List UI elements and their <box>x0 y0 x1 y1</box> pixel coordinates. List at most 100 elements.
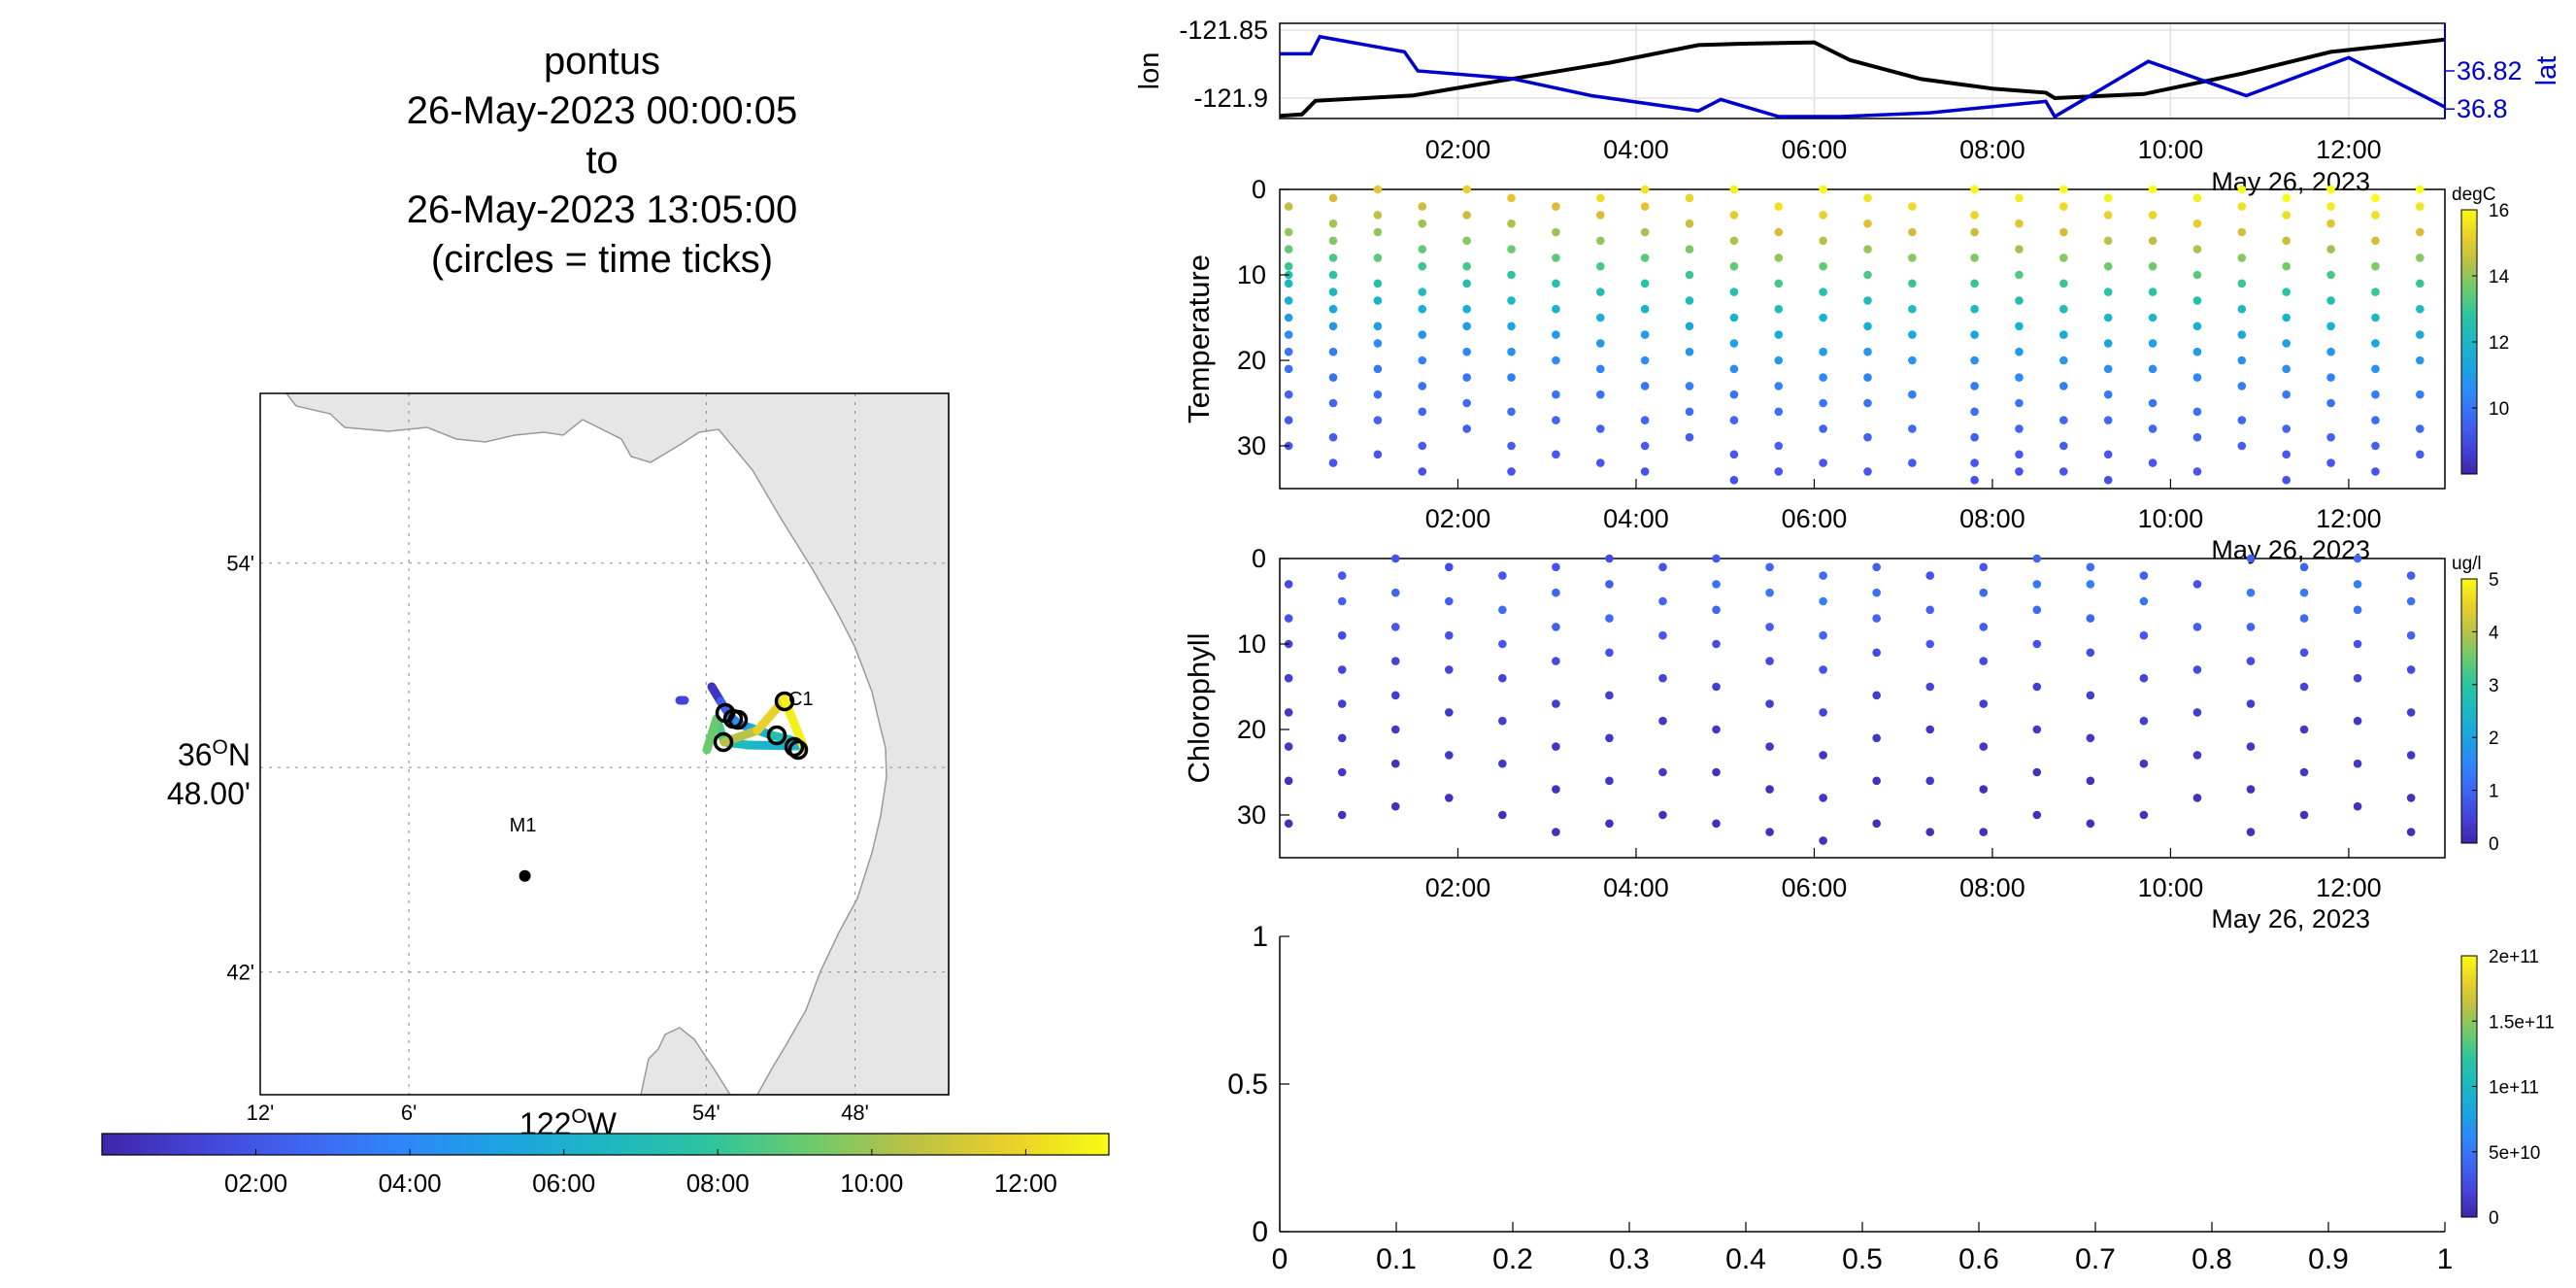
chlorophyll-point <box>1979 562 1989 572</box>
chlorophyll-point <box>1390 759 1400 768</box>
temperature-point <box>1863 347 1872 356</box>
empty-colorbar-tick-label: 1.5e+11 <box>2489 1012 2555 1033</box>
chlorophyll-point <box>1552 828 1560 836</box>
temperature-point <box>1685 270 1694 280</box>
temperature-x-tick-label: 06:00 <box>1782 504 1848 533</box>
temperature-point <box>1729 475 1739 485</box>
chlorophyll-point <box>1872 776 1881 786</box>
temperature-point <box>2148 288 2158 296</box>
temperature-point <box>2282 390 2291 399</box>
temperature-point <box>1373 322 1383 331</box>
empty-y-tick-label: 0 <box>1252 1216 1268 1248</box>
temperature-point <box>2103 236 2113 246</box>
temperature-point <box>1595 424 1605 433</box>
temperature-point <box>1774 467 1784 476</box>
temperature-point <box>2103 364 2113 374</box>
temperature-point <box>1729 185 1739 194</box>
chlorophyll-colorbar-tick-label: 3 <box>2489 676 2499 696</box>
chlorophyll-point <box>2246 785 2256 794</box>
temperature-point <box>2148 261 2158 271</box>
temperature-point <box>2282 261 2291 271</box>
temperature-point <box>2282 424 2291 433</box>
time-tick-circle <box>727 709 749 730</box>
temperature-point <box>1908 304 1917 314</box>
map-lon-tick-label: 48' <box>841 1101 869 1125</box>
chlorophyll-point <box>1445 596 1454 606</box>
temperature-point <box>1284 390 1293 399</box>
temperature-point <box>1595 339 1605 348</box>
temperature-point <box>1729 364 1739 374</box>
temperature-point <box>2103 193 2113 203</box>
temperature-point <box>2282 475 2291 485</box>
temperature-point <box>2237 382 2247 390</box>
temperature-point <box>1774 356 1784 365</box>
temperature-point <box>1819 347 1827 356</box>
temperature-point <box>1774 382 1784 390</box>
temperature-axes-box <box>1279 188 2446 490</box>
chlorophyll-point <box>1925 571 1935 580</box>
empty-x-tick-label: 0 <box>1272 1243 1288 1275</box>
empty-y-tick-label: 1 <box>1252 921 1268 953</box>
chlorophyll-point <box>1498 605 1507 615</box>
chlorophyll-point <box>1712 580 1721 589</box>
temperature-point <box>1284 279 1293 288</box>
temperature-point <box>1729 313 1739 322</box>
chlorophyll-point <box>2299 614 2309 623</box>
temperature-point <box>2192 296 2202 305</box>
temperature-point <box>1774 279 1784 288</box>
chlorophyll-point <box>2086 614 2095 623</box>
chlorophyll-point <box>1337 630 1347 640</box>
time-tick-circle <box>766 725 787 746</box>
temperature-point <box>2416 202 2425 211</box>
temperature-point <box>1863 296 1872 305</box>
temperature-point <box>2059 279 2068 288</box>
chlorophyll-point <box>1658 562 1667 572</box>
temperature-point <box>2148 236 2158 246</box>
chlorophyll-point <box>2406 571 2416 580</box>
time-colorbar <box>101 1133 1110 1156</box>
temperature-point <box>1863 193 1872 203</box>
temperature-point <box>1418 407 1427 417</box>
temperature-point <box>2015 373 2024 382</box>
temperature-point <box>2416 390 2425 399</box>
chlorophyll-point <box>2086 580 2095 589</box>
temperature-point <box>2326 245 2335 254</box>
chlorophyll-point <box>1765 588 1774 597</box>
temperature-point <box>1819 261 1827 271</box>
temperature-point <box>1685 193 1694 203</box>
chlorophyll-point <box>1552 657 1560 665</box>
temperature-point <box>1552 202 1560 211</box>
temperature-point <box>1552 279 1560 288</box>
temperature-point <box>1462 185 1471 194</box>
temperature-point <box>2237 441 2247 451</box>
temperature-point <box>1507 270 1516 280</box>
temperature-point <box>2015 193 2024 203</box>
temperature-point <box>1640 416 1650 424</box>
chlorophyll-point <box>2406 794 2416 802</box>
temperature-point <box>2416 279 2425 288</box>
chlorophyll-point <box>1284 742 1293 751</box>
temperature-point <box>2192 467 2202 476</box>
map-lat-tick-label: 54' <box>226 552 254 576</box>
chlorophyll-point <box>1658 596 1667 606</box>
temperature-point <box>2326 296 2335 305</box>
chlorophyll-point <box>1765 562 1774 572</box>
chlorophyll-point <box>2246 699 2256 708</box>
temperature-point <box>1729 450 1739 459</box>
chlorophyll-point <box>1552 623 1560 631</box>
time-tick-circle <box>774 691 795 712</box>
temperature-point <box>1640 202 1650 211</box>
chlorophyll-point <box>1765 657 1774 665</box>
temperature-point <box>2282 450 2291 459</box>
chlorophyll-point <box>1552 588 1560 597</box>
temperature-point <box>1507 193 1516 203</box>
chlorophyll-point <box>1979 828 1989 836</box>
temperature-point <box>2371 467 2380 476</box>
chlorophyll-x-tick-label: 12:00 <box>2316 873 2382 902</box>
chlorophyll-point <box>1390 725 1400 734</box>
temperature-point <box>1507 245 1516 254</box>
chlorophyll-point <box>2353 759 2362 768</box>
chlorophyll-point <box>1498 639 1507 649</box>
chlorophyll-point <box>1979 742 1989 751</box>
chlorophyll-point <box>1445 630 1454 640</box>
